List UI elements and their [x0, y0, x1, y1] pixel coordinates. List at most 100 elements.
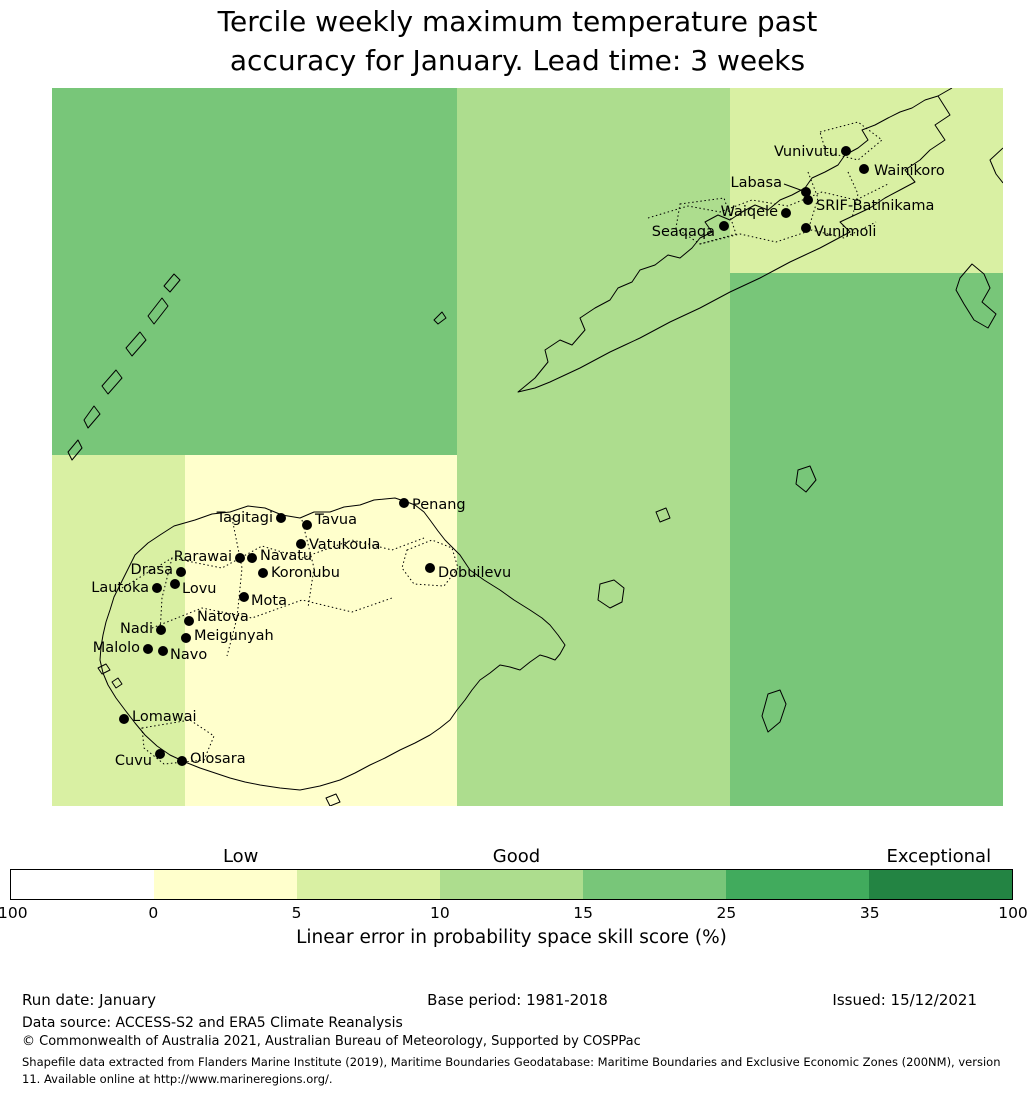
town-label: Wainikoro	[874, 163, 945, 179]
town-label: Penang	[412, 497, 466, 513]
island-outline	[97, 663, 111, 675]
town-label: Drasa	[131, 562, 173, 578]
colorbar-ticks: -100 0 5 10 15 25 35 100	[0, 900, 1028, 924]
map-svg: Vunivutu Wainikoro Labasa SRIF-Batinikama Wa…	[52, 88, 1003, 806]
colorbar-segment	[440, 870, 583, 899]
coastline	[517, 95, 951, 393]
grid-cell	[185, 455, 457, 806]
island-outline	[125, 331, 147, 357]
issued-date: Issued: 15/12/2021	[832, 991, 977, 1009]
town-label: Dobuilevu	[438, 565, 511, 581]
town-marker	[258, 568, 268, 578]
town-marker	[158, 646, 168, 656]
colorbar-segment	[583, 870, 726, 899]
town-label: Rarawai	[174, 549, 232, 565]
town-label: SRIF-Batinikama	[816, 198, 934, 214]
district-boundary	[807, 171, 819, 225]
run-date: Run date: January	[22, 991, 157, 1009]
district-boundary	[151, 597, 393, 629]
town-marker	[181, 633, 191, 643]
grid-cell	[730, 88, 1003, 273]
island-outline	[955, 263, 997, 329]
town-label: Lomawai	[132, 709, 196, 725]
town-marker	[302, 520, 312, 530]
colorbar-tick-label: 10	[429, 904, 450, 922]
island-outline	[163, 273, 181, 293]
island-outline	[325, 793, 341, 806]
town-label: Lovu	[182, 581, 216, 597]
coastline	[937, 88, 953, 97]
coastline	[989, 147, 1003, 184]
town-marker	[156, 625, 166, 635]
colorbar-category-labels: Low Good Exceptional	[10, 842, 1013, 869]
town-label: Mota	[251, 593, 287, 609]
town-label: Waiqele	[721, 204, 778, 220]
town-marker	[801, 187, 811, 197]
island-outline	[795, 465, 817, 493]
shapefile-note: Shapefile data extracted from Flanders M…	[22, 1055, 1001, 1086]
title-line1: Tercile weekly maximum temperature past	[217, 5, 818, 38]
grid-cell	[457, 88, 730, 806]
data-source-note: Data source: ACCESS-S2 and ERA5 Climate …	[22, 1015, 403, 1031]
town-label: Nadi	[120, 621, 153, 637]
district-boundary	[226, 517, 243, 657]
island-outline	[655, 507, 671, 523]
colorbar-segment	[726, 870, 869, 899]
colorbar-tick-label: 100	[998, 904, 1028, 922]
colorbar-tick-label: 5	[291, 904, 302, 922]
town-marker	[247, 553, 257, 563]
town-marker	[781, 208, 791, 218]
colorbar-tick-label: 35	[859, 904, 880, 922]
district-boundary	[675, 197, 737, 245]
district-boundary	[121, 537, 425, 589]
town-marker	[177, 756, 187, 766]
town-marker	[719, 221, 729, 231]
town-marker	[170, 579, 180, 589]
grid-cell	[52, 88, 457, 455]
town-label: Vatukoula	[309, 537, 380, 553]
colorbar-category-label: Low	[222, 846, 259, 867]
town-label: Cuvu	[115, 753, 152, 769]
island-outline	[83, 405, 101, 429]
town-label: Vunimoli	[814, 224, 876, 240]
colorbar-segment	[869, 870, 1012, 899]
colorbar-tick-label: 25	[716, 904, 737, 922]
town-marker	[801, 223, 811, 233]
town-marker	[841, 146, 851, 156]
island-outline	[111, 677, 123, 689]
town-label: Seaqaqa	[652, 224, 715, 240]
district-boundary	[141, 719, 215, 765]
town-marker	[859, 164, 869, 174]
town-marker	[239, 592, 249, 602]
island-outline	[597, 579, 625, 609]
town-marker	[296, 539, 306, 549]
town-label: Vunivutu	[774, 144, 838, 160]
town-marker	[276, 513, 286, 523]
island-outline	[101, 369, 123, 395]
colorbar-category-label: Good	[492, 846, 541, 867]
town-marker	[155, 749, 165, 759]
town-label: Navo	[170, 647, 207, 663]
title-line2: accuracy for January. Lead time: 3 weeks	[229, 44, 806, 77]
figure-title: Tercile weekly maximum temperature past …	[0, 2, 1035, 80]
colorbar-tick-label: 15	[573, 904, 594, 922]
town-label: Navatu	[260, 548, 312, 564]
map: Vunivutu Wainikoro Labasa SRIF-Batinikama Wa…	[52, 88, 1003, 806]
town-label: Koronubu	[271, 565, 340, 581]
colorbar	[10, 869, 1013, 900]
colorbar-tick-label: -100	[0, 904, 28, 922]
town-marker	[235, 553, 245, 563]
grid-cell	[730, 273, 1003, 806]
town-label: Lautoka	[91, 580, 149, 596]
town-marker	[803, 195, 813, 205]
colorbar-legend: Low Good Exceptional -100 0 5 10 15 25 35 100 Lin…	[0, 842, 1028, 948]
town-label: Meigunyah	[194, 628, 274, 644]
colorbar-category-label: Exceptional	[886, 846, 992, 867]
town-marker	[425, 563, 435, 573]
colorbar-segment	[297, 870, 440, 899]
island-outline	[67, 439, 83, 461]
island-outline	[761, 689, 787, 733]
copyright-note: © Commonwealth of Australia 2021, Austra…	[22, 1034, 641, 1049]
town-marker	[143, 644, 153, 654]
